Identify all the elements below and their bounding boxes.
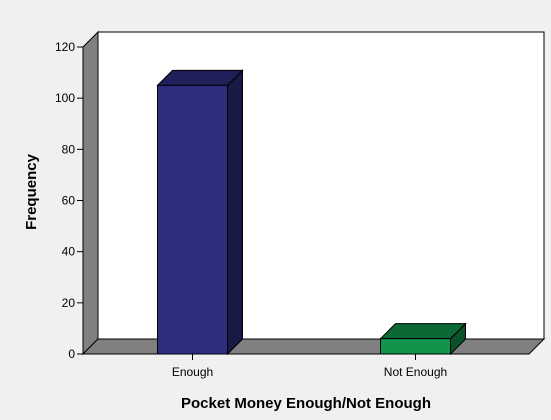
y-axis: 0 20 40 60 80 100 120	[55, 40, 84, 361]
bar-top	[156, 69, 244, 86]
y-tick-label: 20	[62, 296, 76, 310]
x-axis-title: Pocket Money Enough/Not Enough	[181, 395, 431, 412]
y-tick-label: 0	[68, 347, 75, 361]
y-tick-label: 60	[62, 194, 76, 208]
x-tick-label: Enough	[172, 365, 213, 379]
side-wall	[82, 30, 99, 356]
bar-enough	[156, 69, 244, 356]
bar-not-enough	[379, 322, 467, 356]
y-tick-label: 80	[62, 142, 76, 156]
plot-walls	[81, 30, 546, 356]
bars	[156, 69, 467, 356]
bar-top	[379, 323, 467, 340]
y-tick-label: 120	[55, 40, 75, 54]
y-tick-label: 40	[62, 245, 76, 259]
x-tick-label: Not Enough	[384, 365, 447, 379]
bar-side	[227, 69, 243, 356]
bar-front	[380, 338, 451, 355]
y-tick-label: 100	[55, 91, 75, 105]
x-axis: Enough Not Enough	[83, 353, 529, 379]
floor	[81, 338, 546, 355]
y-axis-title: Frequency	[23, 153, 40, 230]
bar-front	[157, 84, 228, 355]
